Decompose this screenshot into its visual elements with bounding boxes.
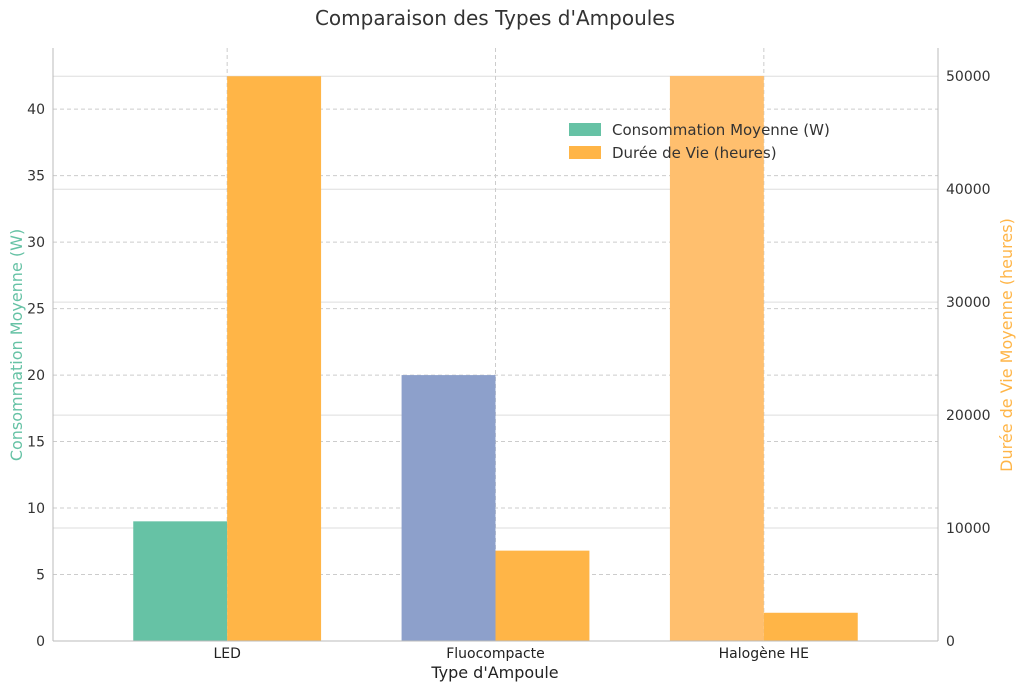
bar-lifetime [495, 550, 590, 641]
y-tick-label: 10 [27, 501, 45, 517]
y2-tick-label: 0 [946, 634, 955, 650]
y-tick-label: 0 [36, 634, 45, 650]
x-tick-label: Fluocompacte [446, 646, 545, 662]
bar-consumption [401, 375, 496, 641]
y2-tick-label: 50000 [946, 69, 991, 85]
chart-title: Comparaison des Types d'Ampoules [315, 6, 675, 30]
y-tick-label: 15 [27, 435, 45, 451]
y2-tick-label: 10000 [946, 521, 991, 537]
y2-axis-title: Durée de Vie Moyenne (heures) [997, 218, 1016, 472]
y-tick-label: 25 [27, 302, 45, 318]
legend-label-lifetime: Durée de Vie (heures) [612, 144, 777, 162]
x-tick-label: LED [213, 646, 240, 662]
y-tick-label: 5 [36, 568, 45, 584]
y-tick-label: 35 [27, 169, 45, 185]
y-tick-label: 30 [27, 235, 45, 251]
y2-tick-label: 40000 [946, 182, 991, 198]
bar-lifetime [227, 76, 322, 641]
legend: Consommation Moyenne (W) Durée de Vie (h… [569, 121, 830, 162]
legend-label-consumption: Consommation Moyenne (W) [612, 121, 830, 139]
x-tick-label: Halogène HE [719, 646, 809, 662]
y-tick-label: 20 [27, 368, 45, 384]
tick-labels: 0 5 10 15 20 25 30 35 40 0 10000 20000 30000 40000 500… [27, 69, 990, 662]
y2-tick-label: 30000 [946, 295, 991, 311]
legend-swatch-lifetime [569, 146, 601, 159]
y-axis-title: Consommation Moyenne (W) [7, 229, 26, 461]
bars [133, 75, 858, 642]
bar-consumption [133, 521, 228, 641]
axes [52, 48, 939, 642]
y2-tick-label: 20000 [946, 408, 991, 424]
bar-lifetime [763, 612, 858, 641]
y-tick-label: 40 [27, 102, 45, 118]
legend-swatch-consumption [569, 123, 601, 136]
bar-consumption [669, 75, 764, 642]
x-axis-title: Type d'Ampoule [430, 663, 558, 682]
